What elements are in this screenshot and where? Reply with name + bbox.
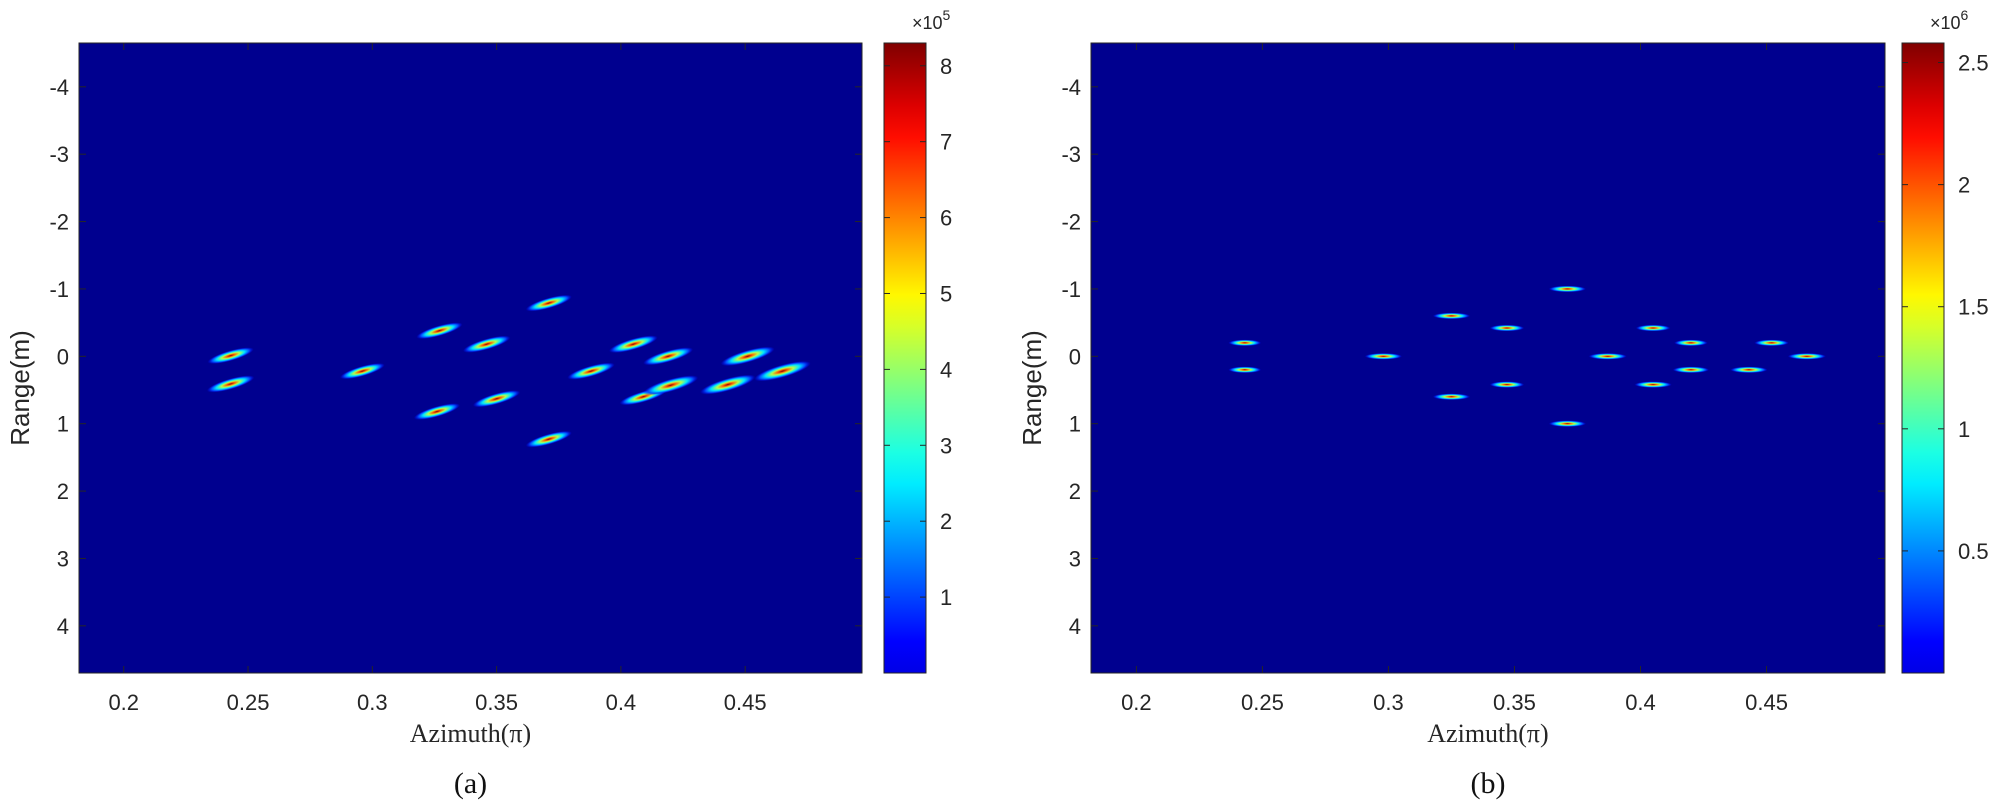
colorbar-exponent-power: 5 xyxy=(943,7,951,23)
scatterer-point xyxy=(1674,339,1708,347)
scatterer-point xyxy=(1754,339,1789,347)
scatterer-point xyxy=(416,322,463,339)
scatterer-point xyxy=(1588,353,1627,360)
scatterer-point xyxy=(754,361,811,382)
panel-caption: (b) xyxy=(1471,767,1506,800)
x-tick-label: 0.25 xyxy=(227,690,270,715)
chart-a-svg: 0.2 0.25 0.3 0.35 0.4 0.45 -4 -3 -2 -1 0 1 2 3 4 Azimut… xyxy=(5,7,952,800)
y-tick-label: -3 xyxy=(1061,142,1081,167)
scatterer-group xyxy=(1228,285,1826,427)
colorbar-tick-label: 5 xyxy=(940,281,952,306)
y-axis-label: Range(m) xyxy=(5,330,35,446)
x-tick-label: 0.2 xyxy=(1121,690,1152,715)
colorbar-tick-label: 1.5 xyxy=(1958,295,1989,320)
scatterer-point xyxy=(1730,366,1768,373)
x-tick-label: 0.2 xyxy=(108,690,139,715)
colorbar-tick-label: 2 xyxy=(940,509,952,534)
chart-panel-a: 0.2 0.25 0.3 0.35 0.4 0.45 -4 -3 -2 -1 0 1 2 3 4 Azimut… xyxy=(0,0,1003,808)
colorbar xyxy=(883,42,927,674)
x-tick-label: 0.3 xyxy=(357,690,388,715)
scatterer-point xyxy=(720,346,775,366)
colorbar-exponent: ×105 xyxy=(912,7,951,33)
x-tick-label: 0.35 xyxy=(475,690,518,715)
scatterer-group xyxy=(206,294,811,448)
scatterer-point xyxy=(1635,324,1671,332)
colorbar-tick-label: 1 xyxy=(1958,417,1970,442)
scatterer-point xyxy=(1489,324,1525,332)
y-tick-label: -2 xyxy=(49,210,69,235)
y-tick-label: 4 xyxy=(1069,614,1081,639)
scatterer-point xyxy=(1489,381,1525,388)
colorbar-tick-label: 6 xyxy=(940,206,952,231)
y-tick-label: -3 xyxy=(49,142,69,167)
x-tick-label: 0.4 xyxy=(1625,690,1656,715)
colorbar-tick-label: 0.5 xyxy=(1958,539,1989,564)
x-tick-label: 0.45 xyxy=(1745,690,1788,715)
scatterer-point xyxy=(1548,420,1587,427)
x-tick-label: 0.3 xyxy=(1373,690,1404,715)
y-tick-label: -4 xyxy=(1061,75,1081,100)
colorbar-tick-label: 2.5 xyxy=(1958,51,1989,76)
y-tick-label: -4 xyxy=(49,75,69,100)
x-tick-label: 0.25 xyxy=(1241,690,1284,715)
scatterer-point xyxy=(567,362,615,380)
colorbar-exponent-base: ×10 xyxy=(912,13,943,33)
plot-frame xyxy=(78,42,863,674)
colorbar-tick-label: 8 xyxy=(940,54,952,79)
y-tick-label: 0 xyxy=(1069,344,1081,369)
chart-b-svg: 0.2 0.25 0.3 0.35 0.4 0.45 -4 -3 -2 -1 0 1 2 3 4 Azimut… xyxy=(1017,7,1989,800)
y-tick-label: 1 xyxy=(57,412,69,437)
scatterer-point xyxy=(525,294,572,312)
x-tick-label: 0.35 xyxy=(1493,690,1536,715)
colorbar xyxy=(1901,42,1945,674)
scatterer-point xyxy=(1672,366,1710,373)
y-tick-label: 2 xyxy=(1069,479,1081,504)
scatterer-point xyxy=(472,390,521,408)
scatterer-point xyxy=(1432,393,1471,400)
y-tick-label: 1 xyxy=(1069,412,1081,437)
y-tick-label: 3 xyxy=(1069,546,1081,571)
y-tick-label: 0 xyxy=(57,344,69,369)
scatterer-point xyxy=(1787,353,1826,360)
plot-frame xyxy=(1090,42,1886,674)
y-tick-label: 3 xyxy=(57,546,69,571)
y-axis-label: Range(m) xyxy=(1017,330,1047,446)
colorbar-exponent: ×106 xyxy=(1930,7,1969,33)
y-tick-label: -2 xyxy=(1061,210,1081,235)
scatterer-point xyxy=(1364,353,1403,360)
scatterer-point xyxy=(207,347,254,364)
scatterer-point xyxy=(608,335,658,353)
scatterer-point xyxy=(206,375,255,393)
scatterer-point xyxy=(1548,285,1587,293)
scatterer-point xyxy=(643,347,694,366)
colorbar-tick-label: 3 xyxy=(940,433,952,458)
scatterer-point xyxy=(413,403,460,420)
scatterer-point xyxy=(1228,366,1262,373)
scatterer-point xyxy=(1432,312,1471,320)
panel-caption: (a) xyxy=(454,767,487,800)
y-tick-label: -1 xyxy=(1061,277,1081,302)
scatterer-point xyxy=(643,375,699,396)
colorbar-exponent-power: 6 xyxy=(1961,7,1969,23)
scatterer-point xyxy=(1228,339,1262,347)
colorbar-exponent-base: ×10 xyxy=(1930,13,1961,33)
x-tick-label: 0.45 xyxy=(724,690,767,715)
colorbar-tick-label: 7 xyxy=(940,130,952,155)
plot-area xyxy=(1091,43,1885,673)
x-axis-label: Azimuth(π) xyxy=(410,719,531,748)
scatterer-point xyxy=(525,430,572,448)
scatterer-point xyxy=(1634,381,1672,388)
x-axis-label: Azimuth(π) xyxy=(1427,719,1548,748)
scatterer-point xyxy=(700,374,756,395)
colorbar-tick-label: 2 xyxy=(1958,173,1970,198)
scatterer-point xyxy=(462,335,511,353)
colorbar-tick-label: 1 xyxy=(940,585,952,610)
scatterer-point xyxy=(339,363,385,380)
x-tick-label: 0.4 xyxy=(606,690,637,715)
colorbar-tick-label: 4 xyxy=(940,357,952,382)
y-tick-label: -1 xyxy=(49,277,69,302)
y-tick-label: 4 xyxy=(57,614,69,639)
chart-panel-b: 0.2 0.25 0.3 0.35 0.4 0.45 -4 -3 -2 -1 0 1 2 3 4 Azimut… xyxy=(1015,0,2007,808)
y-tick-label: 2 xyxy=(57,479,69,504)
